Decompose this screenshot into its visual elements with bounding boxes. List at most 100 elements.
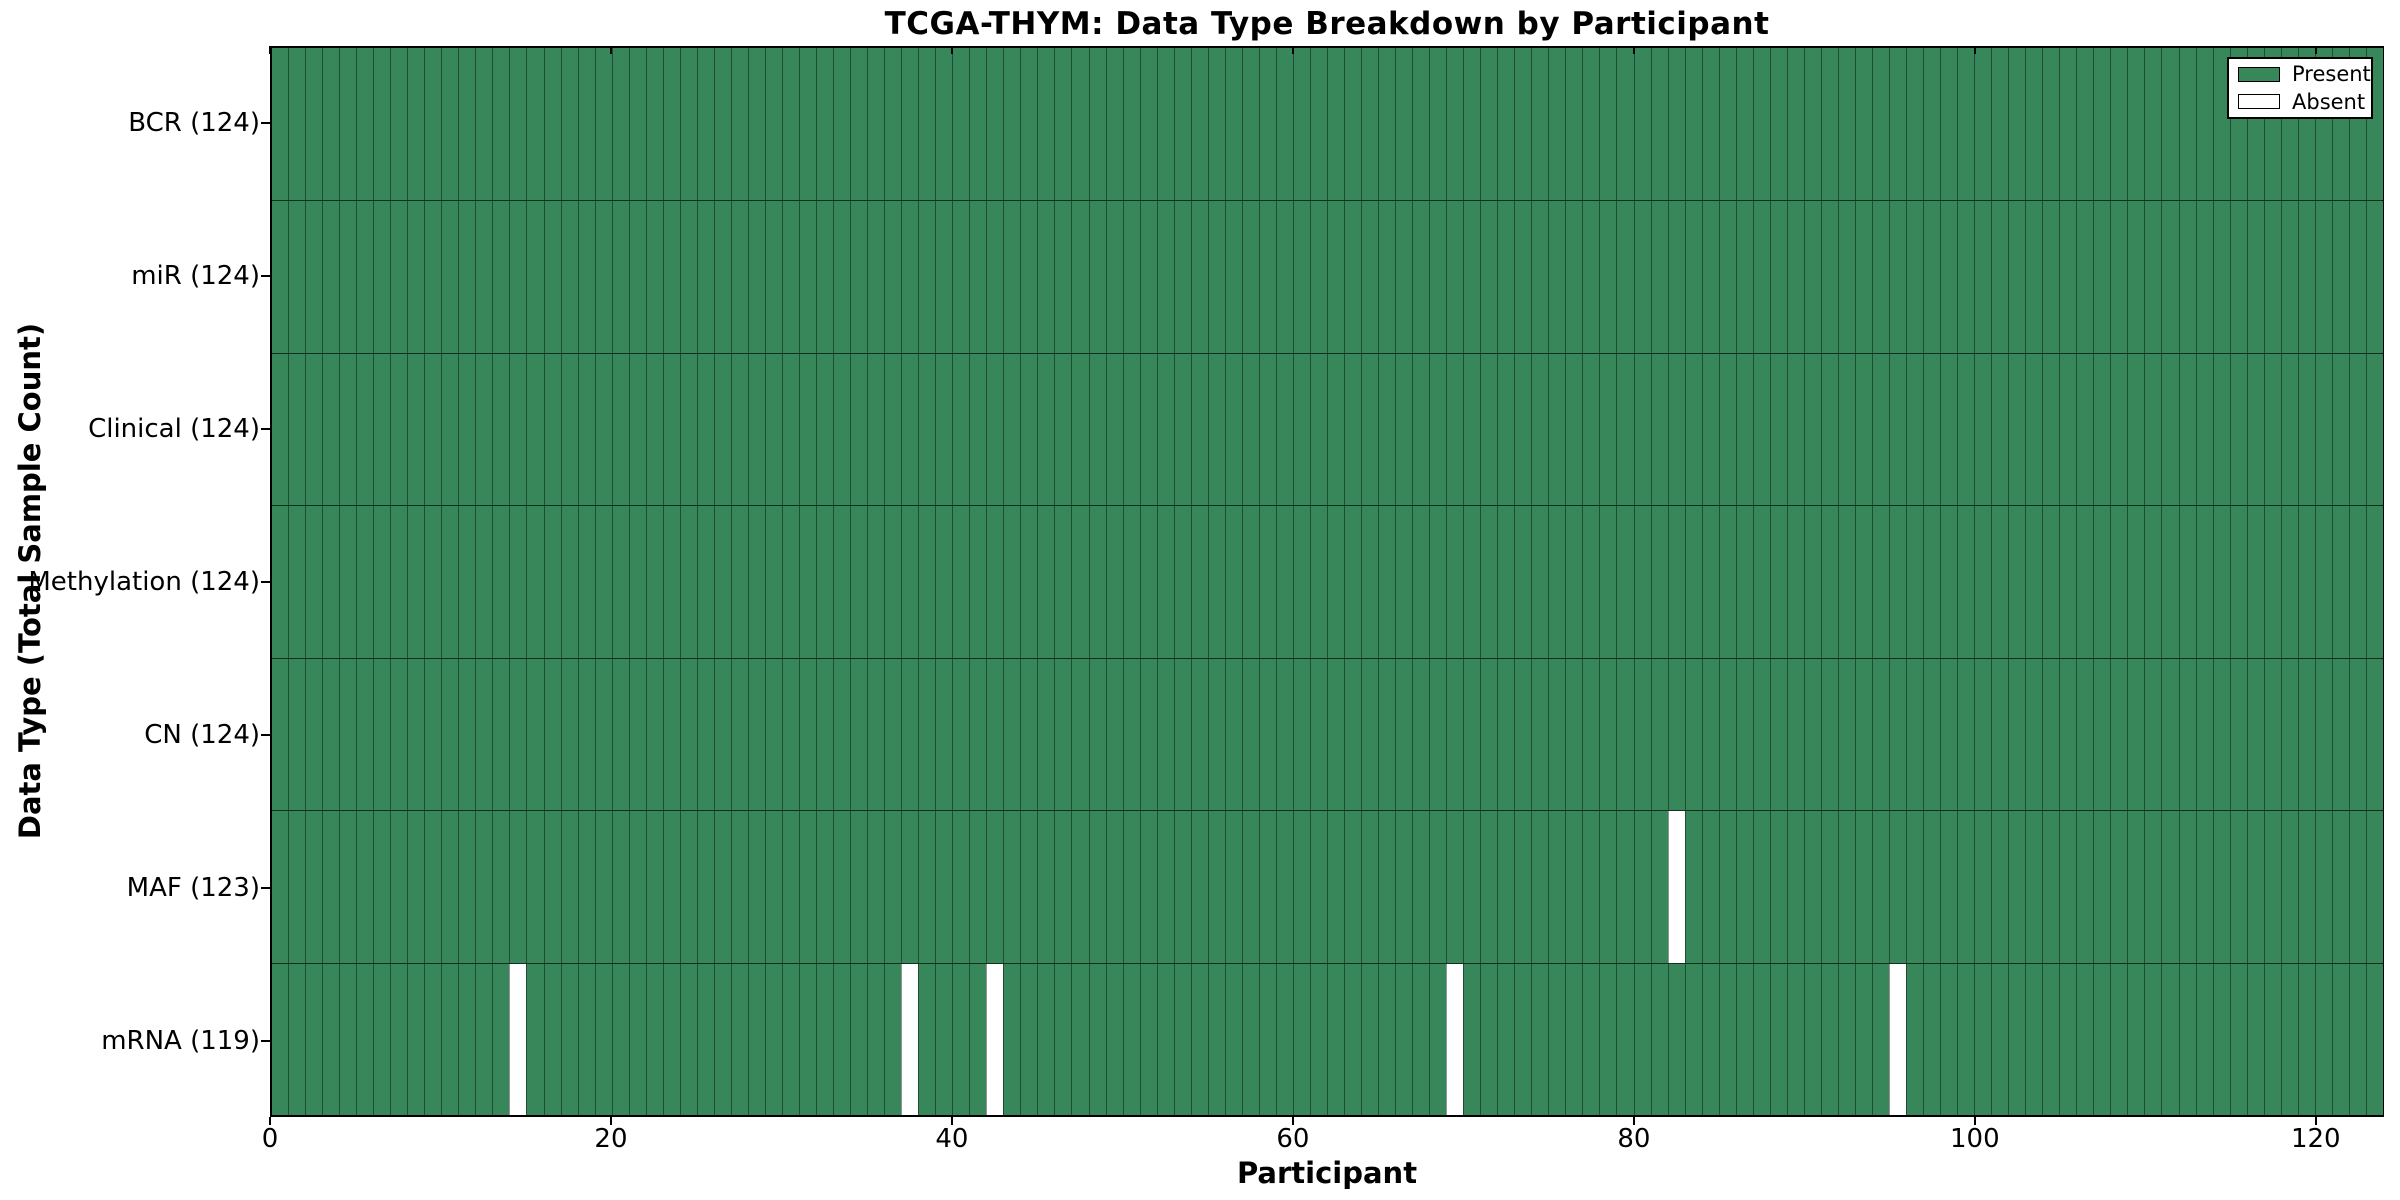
present-cell [2008,811,2026,963]
present-cell [2110,353,2128,506]
present-cell [407,658,425,811]
present-cell [764,48,782,201]
present-cell [662,811,680,963]
present-cell [1531,506,1549,658]
present-cell [1957,506,1975,658]
present-cell [1735,201,1753,353]
present-cell [1820,353,1838,506]
present-cell [1497,963,1515,1115]
present-cell [645,48,663,201]
present-cell [1412,506,1430,658]
present-cell [492,658,510,811]
present-cell [1326,506,1344,658]
present-cell [611,658,629,811]
present-cell [696,963,714,1115]
present-cell [543,201,561,353]
present-cell [1667,658,1685,811]
present-cell [390,811,408,963]
present-cell [1565,963,1583,1115]
present-cell [935,48,953,201]
present-cell [2263,811,2281,963]
present-cell [2314,963,2332,1115]
y-tick-mark [261,580,270,583]
present-cell [747,353,765,506]
present-cell [1769,811,1787,963]
present-cell [2365,811,2383,963]
present-cell [509,811,527,963]
present-cell [1582,353,1600,506]
present-cell [1071,201,1089,353]
absent-swatch-icon [2238,94,2280,110]
present-cell [884,811,902,963]
present-cell [1701,48,1719,201]
present-cell [1599,353,1617,506]
present-cell [1735,963,1753,1115]
present-cell [1275,353,1293,506]
present-cell [492,811,510,963]
row-methylation [272,505,2383,658]
present-cell [288,658,306,811]
present-cell [1054,353,1072,506]
present-cell [679,811,697,963]
present-cell [373,658,391,811]
present-cell [884,963,902,1115]
present-cell [1837,963,1855,1115]
present-cell [373,811,391,963]
present-cell [2144,353,2162,506]
present-cell [1906,963,1924,1115]
present-cell [1599,811,1617,963]
present-cell [1378,48,1396,201]
present-cell [1241,963,1259,1115]
present-cell [1650,811,1668,963]
present-cell [1378,658,1396,811]
present-cell [1735,48,1753,201]
present-cell [1003,658,1021,811]
present-cell [1003,506,1021,658]
present-cell [1667,48,1685,201]
present-cell [339,353,357,506]
present-cell [969,658,987,811]
present-cell [560,811,578,963]
present-cell [543,811,561,963]
present-cell [1565,48,1583,201]
present-cell [1514,48,1532,201]
present-cell [1446,201,1464,353]
present-cell [1139,963,1157,1115]
present-cell [1701,658,1719,811]
present-cell [935,506,953,658]
present-cell [1190,506,1208,658]
present-cell [1241,353,1259,506]
present-cell [884,353,902,506]
present-cell [1803,506,1821,658]
present-cell [2263,201,2281,353]
present-cell [2229,353,2247,506]
present-cell [475,811,493,963]
present-cell [2195,48,2213,201]
present-cell [1803,353,1821,506]
present-cell [1105,963,1123,1115]
present-cell [2229,963,2247,1115]
present-cell [1292,658,1310,811]
present-cell [1343,48,1361,201]
present-cell [288,811,306,963]
present-cell [1923,201,1941,353]
present-cell [577,48,595,201]
present-cell [2297,201,2315,353]
present-cell [1906,811,1924,963]
present-cell [1361,658,1379,811]
legend-entry-present: Present [2238,62,2371,86]
present-cell [1514,658,1532,811]
present-cell [1735,353,1753,506]
present-cell [2059,963,2077,1115]
present-cell [2110,201,2128,353]
present-cell [798,658,816,811]
present-cell [1139,506,1157,658]
present-cell [441,811,459,963]
present-cell [1309,811,1327,963]
present-cell [2008,353,2026,506]
present-cell [2212,506,2230,658]
present-cell [798,963,816,1115]
present-cell [458,48,476,201]
present-cell [1037,48,1055,201]
present-cell [1837,48,1855,201]
